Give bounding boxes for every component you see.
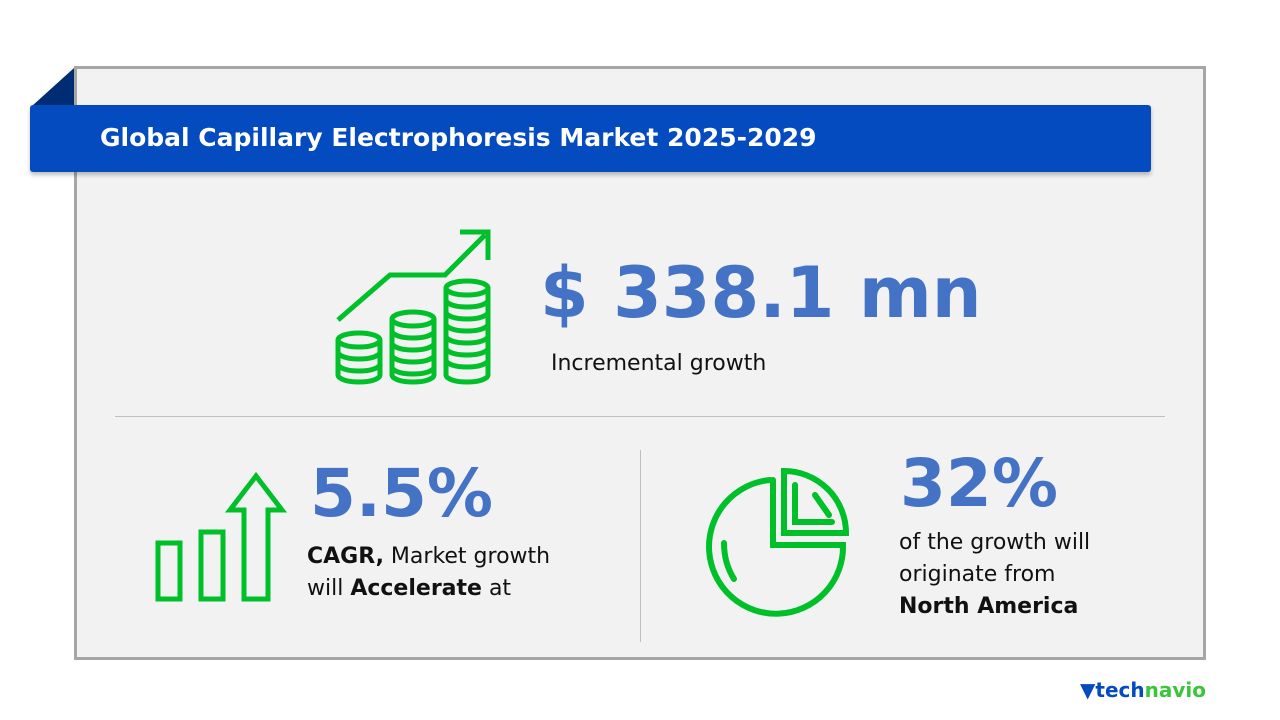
page-title: Global Capillary Electrophoresis Market … — [100, 123, 817, 152]
title-banner: Global Capillary Electrophoresis Market … — [30, 105, 1151, 172]
region-text: of the growth will originate from North Am… — [899, 527, 1090, 623]
region-line2: originate from — [899, 562, 1056, 587]
region-share-value: 32% — [900, 445, 1058, 522]
incremental-growth-value: $ 338.1 mn — [540, 252, 982, 334]
accelerate-label: Accelerate — [350, 576, 482, 601]
region-name: North America — [899, 594, 1079, 619]
incremental-growth-label: Incremental growth — [551, 351, 767, 376]
cagr-text: CAGR, Market growth will Accelerate at — [307, 541, 550, 605]
region-line1: of the growth will — [899, 530, 1091, 555]
divider-vertical — [640, 450, 641, 642]
technavio-logo: ▼technavio — [1080, 678, 1206, 702]
cagr-value: 5.5% — [310, 455, 494, 532]
divider — [115, 416, 1165, 417]
banner-fold — [32, 68, 74, 106]
logo-part2: navio — [1144, 678, 1206, 702]
coins-growth-icon — [335, 229, 491, 385]
pie-chart-icon — [706, 467, 850, 617]
cagr-label: CAGR, — [307, 544, 384, 569]
bar-arrow-up-icon — [155, 471, 287, 602]
cagr-line1: Market growth — [383, 544, 551, 569]
cagr-line2: will — [307, 576, 351, 601]
cagr-line2-end: at — [481, 576, 512, 601]
logo-part1: tech — [1095, 678, 1145, 702]
